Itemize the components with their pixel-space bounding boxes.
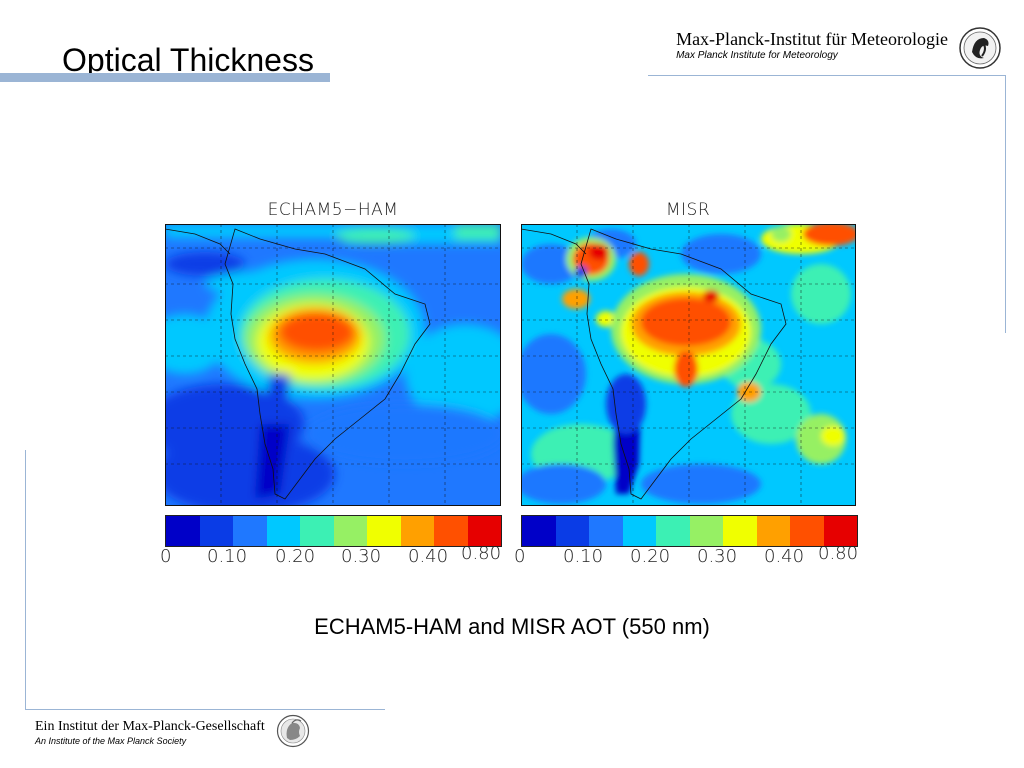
colorbar-cell xyxy=(166,516,200,546)
colorbar-echam xyxy=(165,515,502,547)
colorbar-tick: 0.20 xyxy=(630,546,671,567)
colorbar-tick: 0.80 xyxy=(818,543,859,564)
title-underline xyxy=(0,73,330,82)
colorbar-tick: 0.30 xyxy=(341,546,382,567)
colorbar-misr xyxy=(521,515,858,547)
colorbar-cell xyxy=(656,516,690,546)
colorbar-cell xyxy=(333,516,367,546)
minerva-emblem-icon xyxy=(276,714,310,748)
footer-rule xyxy=(25,709,385,710)
header-logo: Max-Planck-Institut für Meteorologie Max… xyxy=(676,28,948,62)
colorbar-tick: 0.30 xyxy=(697,546,738,567)
colorbar-cell xyxy=(233,516,267,546)
footer-logo-line1: Ein Institut der Max-Planck-Gesellschaft xyxy=(35,719,265,734)
header-logo-line2: Max Planck Institute for Meteorology xyxy=(676,50,838,61)
left-rule xyxy=(25,450,26,710)
colorbar-cell xyxy=(266,516,300,546)
colorbar-cell xyxy=(367,516,401,546)
colorbar-cell xyxy=(300,516,334,546)
colorbar-cell xyxy=(199,516,233,546)
colorbar-cell xyxy=(555,516,589,546)
colorbar-cell xyxy=(723,516,757,546)
colorbar-cell xyxy=(467,516,501,546)
colorbar-tick: 0.40 xyxy=(408,546,449,567)
colorbar-tick: 0 xyxy=(160,546,172,567)
footer-logo-line2: An Institute of the Max Planck Society xyxy=(35,736,187,746)
colorbar-cell xyxy=(756,516,790,546)
colorbar-tick: 0.40 xyxy=(764,546,805,567)
echam-aot-map xyxy=(165,224,501,506)
panel-title-misr: MISR xyxy=(665,200,711,220)
footer-logo: Ein Institut der Max-Planck-Gesellschaft… xyxy=(35,718,265,747)
colorbar-tick: 0.10 xyxy=(563,546,604,567)
colorbar-cell xyxy=(622,516,656,546)
mpi-meteorology-emblem-icon xyxy=(959,27,1001,69)
colorbar-cell xyxy=(823,516,857,546)
colorbar-tick: 0.80 xyxy=(461,543,502,564)
colorbar-cell xyxy=(790,516,824,546)
panel-title-echam: ECHAM5−HAM xyxy=(267,200,399,220)
colorbar-tick: 0.10 xyxy=(207,546,248,567)
colorbar-cell xyxy=(434,516,468,546)
header-logo-line1: Max-Planck-Institut für Meteorologie xyxy=(676,29,948,49)
colorbar-cell xyxy=(689,516,723,546)
colorbar-cell xyxy=(589,516,623,546)
right-rule xyxy=(1005,75,1006,333)
colorbar-tick: 0 xyxy=(514,546,526,567)
slide-title: Optical Thickness xyxy=(62,42,314,78)
colorbar-cell xyxy=(522,516,556,546)
colorbar-cell xyxy=(400,516,434,546)
colorbar-tick: 0.20 xyxy=(275,546,316,567)
misr-aot-map xyxy=(521,224,856,506)
header-rule xyxy=(648,75,1006,76)
figure-caption: ECHAM5-HAM and MISR AOT (550 nm) xyxy=(314,614,710,639)
